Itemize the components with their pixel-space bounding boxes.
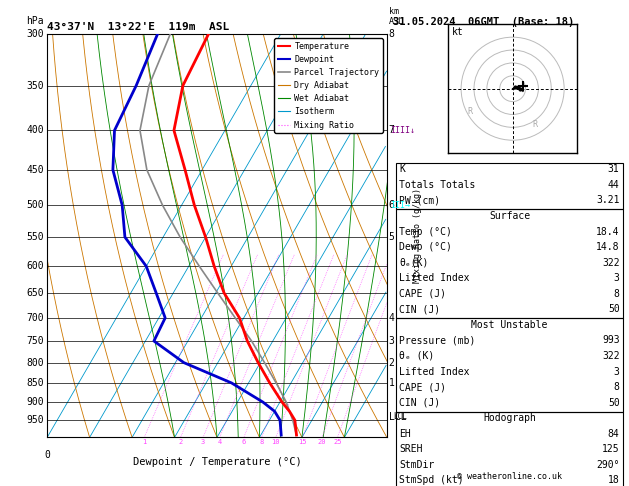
Text: StmSpd (kt): StmSpd (kt) xyxy=(399,475,464,486)
Text: 1: 1 xyxy=(142,439,147,445)
Text: 43°37'N  13°22'E  119m  ASL: 43°37'N 13°22'E 119m ASL xyxy=(47,22,230,32)
Text: SREH: SREH xyxy=(399,444,423,454)
Text: Lifted Index: Lifted Index xyxy=(399,366,470,377)
Text: 25: 25 xyxy=(333,439,342,445)
Text: 600: 600 xyxy=(26,261,44,271)
Text: θₑ (K): θₑ (K) xyxy=(399,351,435,361)
Text: 20: 20 xyxy=(318,439,326,445)
Text: Mixing Ratio (g/kg): Mixing Ratio (g/kg) xyxy=(413,188,422,283)
Text: 18: 18 xyxy=(608,475,620,486)
Text: 993: 993 xyxy=(602,335,620,346)
Text: 550: 550 xyxy=(26,232,44,242)
Text: 700: 700 xyxy=(26,313,44,323)
Text: III→: III→ xyxy=(390,201,410,209)
Text: 8: 8 xyxy=(389,29,394,39)
Text: PW (cm): PW (cm) xyxy=(399,195,440,206)
Text: 44: 44 xyxy=(608,180,620,190)
Text: 950: 950 xyxy=(26,415,44,425)
Text: 31: 31 xyxy=(608,164,620,174)
Text: 84: 84 xyxy=(608,429,620,439)
Text: 3: 3 xyxy=(389,336,394,346)
Text: 10: 10 xyxy=(272,439,280,445)
Text: 800: 800 xyxy=(26,358,44,367)
Text: 8: 8 xyxy=(614,289,620,299)
Text: 4: 4 xyxy=(218,439,222,445)
Text: 31.05.2024  06GMT  (Base: 18): 31.05.2024 06GMT (Base: 18) xyxy=(393,17,574,27)
Text: 322: 322 xyxy=(602,351,620,361)
Text: 8: 8 xyxy=(614,382,620,392)
Text: 3.21: 3.21 xyxy=(596,195,620,206)
Text: 14.8: 14.8 xyxy=(596,242,620,252)
Text: 6: 6 xyxy=(389,200,394,210)
Text: 3: 3 xyxy=(201,439,205,445)
Text: Hodograph: Hodograph xyxy=(483,413,536,423)
Text: 50: 50 xyxy=(608,398,620,408)
Text: © weatheronline.co.uk: © weatheronline.co.uk xyxy=(457,472,562,481)
Text: 500: 500 xyxy=(26,200,44,210)
Text: Temp (°C): Temp (°C) xyxy=(399,226,452,237)
Text: CAPE (J): CAPE (J) xyxy=(399,382,447,392)
Text: 450: 450 xyxy=(26,165,44,175)
Text: 8: 8 xyxy=(260,439,264,445)
Text: 900: 900 xyxy=(26,397,44,407)
Text: 125: 125 xyxy=(602,444,620,454)
Text: 7: 7 xyxy=(389,125,394,136)
Text: LCL: LCL xyxy=(393,412,407,421)
Legend: Temperature, Dewpoint, Parcel Trajectory, Dry Adiabat, Wet Adiabat, Isotherm, Mi: Temperature, Dewpoint, Parcel Trajectory… xyxy=(274,38,382,133)
Text: 650: 650 xyxy=(26,288,44,298)
Text: R: R xyxy=(532,121,537,129)
Text: 290°: 290° xyxy=(596,460,620,470)
Text: CIN (J): CIN (J) xyxy=(399,398,440,408)
Text: Pressure (mb): Pressure (mb) xyxy=(399,335,476,346)
Text: CAPE (J): CAPE (J) xyxy=(399,289,447,299)
Text: θₑ(K): θₑ(K) xyxy=(399,258,429,268)
Text: EH: EH xyxy=(399,429,411,439)
Text: 15: 15 xyxy=(298,439,307,445)
Text: Lifted Index: Lifted Index xyxy=(399,273,470,283)
Text: 322: 322 xyxy=(602,258,620,268)
Text: R: R xyxy=(467,107,472,117)
Text: 850: 850 xyxy=(26,378,44,388)
Text: 300: 300 xyxy=(26,29,44,39)
Text: Totals Totals: Totals Totals xyxy=(399,180,476,190)
Text: 5: 5 xyxy=(389,232,394,242)
Text: 1: 1 xyxy=(389,378,394,388)
Text: Surface: Surface xyxy=(489,211,530,221)
X-axis label: Dewpoint / Temperature (°C): Dewpoint / Temperature (°C) xyxy=(133,457,301,467)
Text: CIN (J): CIN (J) xyxy=(399,304,440,314)
Text: km
ASL: km ASL xyxy=(389,6,404,26)
Text: IIII↓: IIII↓ xyxy=(390,126,415,135)
Text: 3: 3 xyxy=(614,366,620,377)
Text: 6: 6 xyxy=(242,439,246,445)
Text: K: K xyxy=(399,164,405,174)
Text: 2: 2 xyxy=(179,439,182,445)
Text: Most Unstable: Most Unstable xyxy=(471,320,548,330)
Text: 18.4: 18.4 xyxy=(596,226,620,237)
Text: kt: kt xyxy=(452,27,464,36)
Text: 0: 0 xyxy=(44,450,50,459)
Text: 50: 50 xyxy=(608,304,620,314)
Text: 350: 350 xyxy=(26,81,44,91)
Text: 750: 750 xyxy=(26,336,44,346)
Text: StmDir: StmDir xyxy=(399,460,435,470)
Text: hPa: hPa xyxy=(26,16,44,26)
Text: LCL: LCL xyxy=(389,412,406,422)
Text: Dewp (°C): Dewp (°C) xyxy=(399,242,452,252)
Text: 2: 2 xyxy=(389,358,394,367)
Text: 3: 3 xyxy=(614,273,620,283)
Text: 4: 4 xyxy=(389,313,394,323)
Text: 400: 400 xyxy=(26,125,44,136)
